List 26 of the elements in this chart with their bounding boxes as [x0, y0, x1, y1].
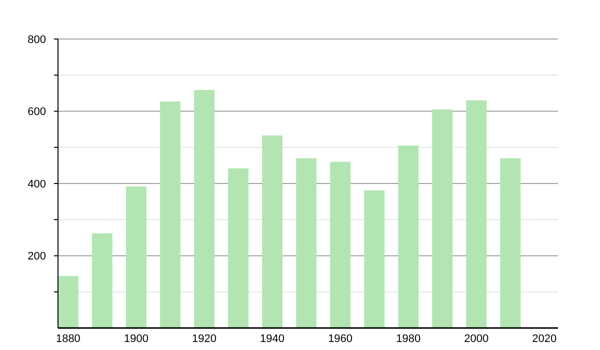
x-tick-label: 1920: [192, 333, 216, 345]
bar: [330, 162, 351, 328]
bar: [126, 186, 146, 328]
y-tick-label: 200: [28, 250, 46, 263]
x-tick-label: 1900: [124, 333, 148, 345]
x-tick-label: 1960: [328, 333, 353, 345]
x-tick-label: 2000: [464, 333, 489, 345]
bar: [432, 109, 453, 328]
bar: [194, 90, 214, 328]
bar: [58, 276, 78, 328]
y-tick-label: 800: [28, 34, 46, 46]
y-tick-label: 400: [28, 178, 46, 190]
x-tick-label: 1940: [260, 333, 285, 345]
bar: [398, 146, 419, 328]
bar: [262, 135, 282, 328]
bar: [92, 233, 112, 328]
y-tick-label: 600: [28, 106, 46, 118]
bar: [160, 101, 180, 328]
bar: [466, 100, 487, 328]
bar: [500, 158, 521, 328]
bar: [296, 158, 317, 328]
bar: [364, 190, 385, 328]
x-tick-label: 1980: [396, 333, 421, 345]
x-tick-label: 2020: [532, 333, 557, 345]
x-tick-label: 1880: [56, 333, 80, 345]
bar: [228, 168, 248, 328]
